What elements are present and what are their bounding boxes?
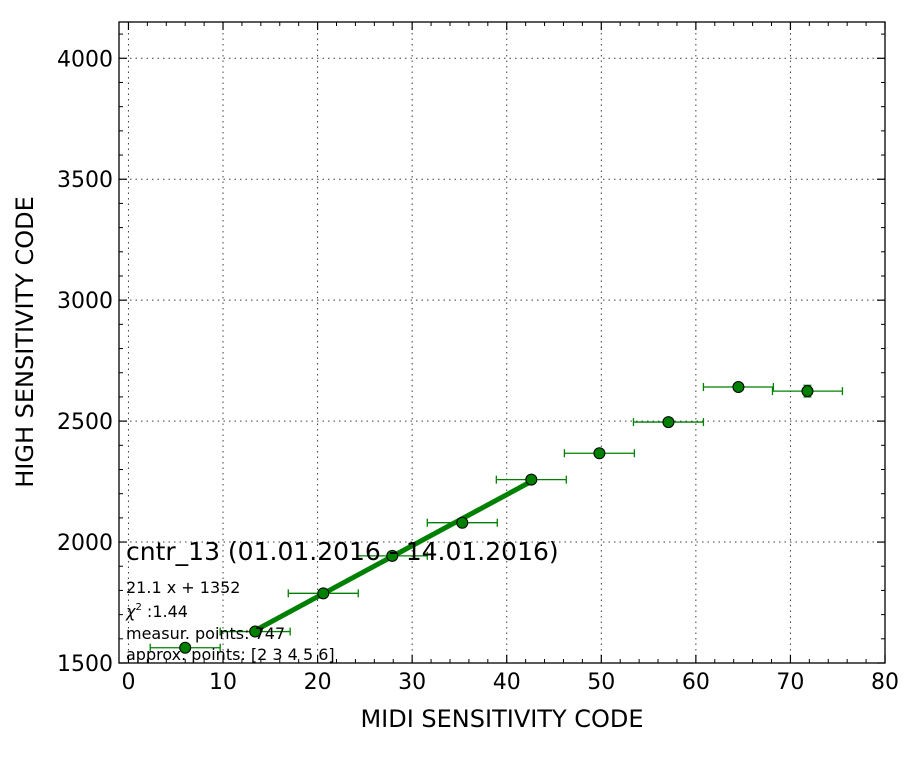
annotation-chi2: χ2 :1.44 <box>125 602 188 621</box>
y-axis-label: HIGH SENSITIVITY CODE <box>11 196 39 488</box>
data-point <box>386 549 399 562</box>
x-tick-label: 50 <box>587 670 615 695</box>
data-point <box>317 587 330 600</box>
tick-labels: 0 10 20 30 40 50 60 70 80 1500 2000 2500 3000 3500 400… <box>57 47 899 695</box>
x-tick-label: 30 <box>398 670 426 695</box>
data-point <box>179 641 192 654</box>
x-axis-label: MIDI SENSITIVITY CODE <box>360 705 643 733</box>
annotation-measur-points: measur. points: 747 <box>126 624 285 643</box>
x-tick-label: 20 <box>304 670 332 695</box>
data-point <box>801 385 814 398</box>
axis-ticks <box>119 22 886 664</box>
annotation-title: cntr_13 (01.01.2016 - 14.01.2016) <box>126 537 559 566</box>
data-point <box>593 447 606 460</box>
data-points <box>179 381 814 654</box>
y-tick-label: 2500 <box>57 410 113 435</box>
chi2-value: :1.44 <box>142 602 188 621</box>
x-tick-label: 40 <box>493 670 521 695</box>
y-tick-label: 1500 <box>57 652 113 677</box>
chi2-superscript: 2 <box>135 602 141 613</box>
x-tick-label: 10 <box>209 670 237 695</box>
plot-background <box>119 22 885 663</box>
x-tick-label: 80 <box>871 670 899 695</box>
plot-frame <box>118 21 886 664</box>
y-tick-label: 3500 <box>57 168 113 193</box>
x-tick-label: 60 <box>682 670 710 695</box>
y-tick-label: 4000 <box>57 47 113 72</box>
annotation-equation: 21.1 x + 1352 <box>126 578 240 597</box>
annotation-approx-points: approx. points: [2 3 4 5 6] <box>126 645 335 664</box>
x-tick-label: 70 <box>776 670 804 695</box>
y-tick-label: 2000 <box>57 531 113 556</box>
data-point <box>732 381 745 394</box>
data-point <box>249 625 262 638</box>
chi2-symbol: χ <box>125 602 136 621</box>
x-tick-label: 0 <box>121 670 135 695</box>
data-point <box>456 516 469 529</box>
data-point <box>662 416 675 429</box>
grid-lines <box>119 22 885 663</box>
y-tick-label: 3000 <box>57 289 113 314</box>
data-point <box>525 473 538 486</box>
